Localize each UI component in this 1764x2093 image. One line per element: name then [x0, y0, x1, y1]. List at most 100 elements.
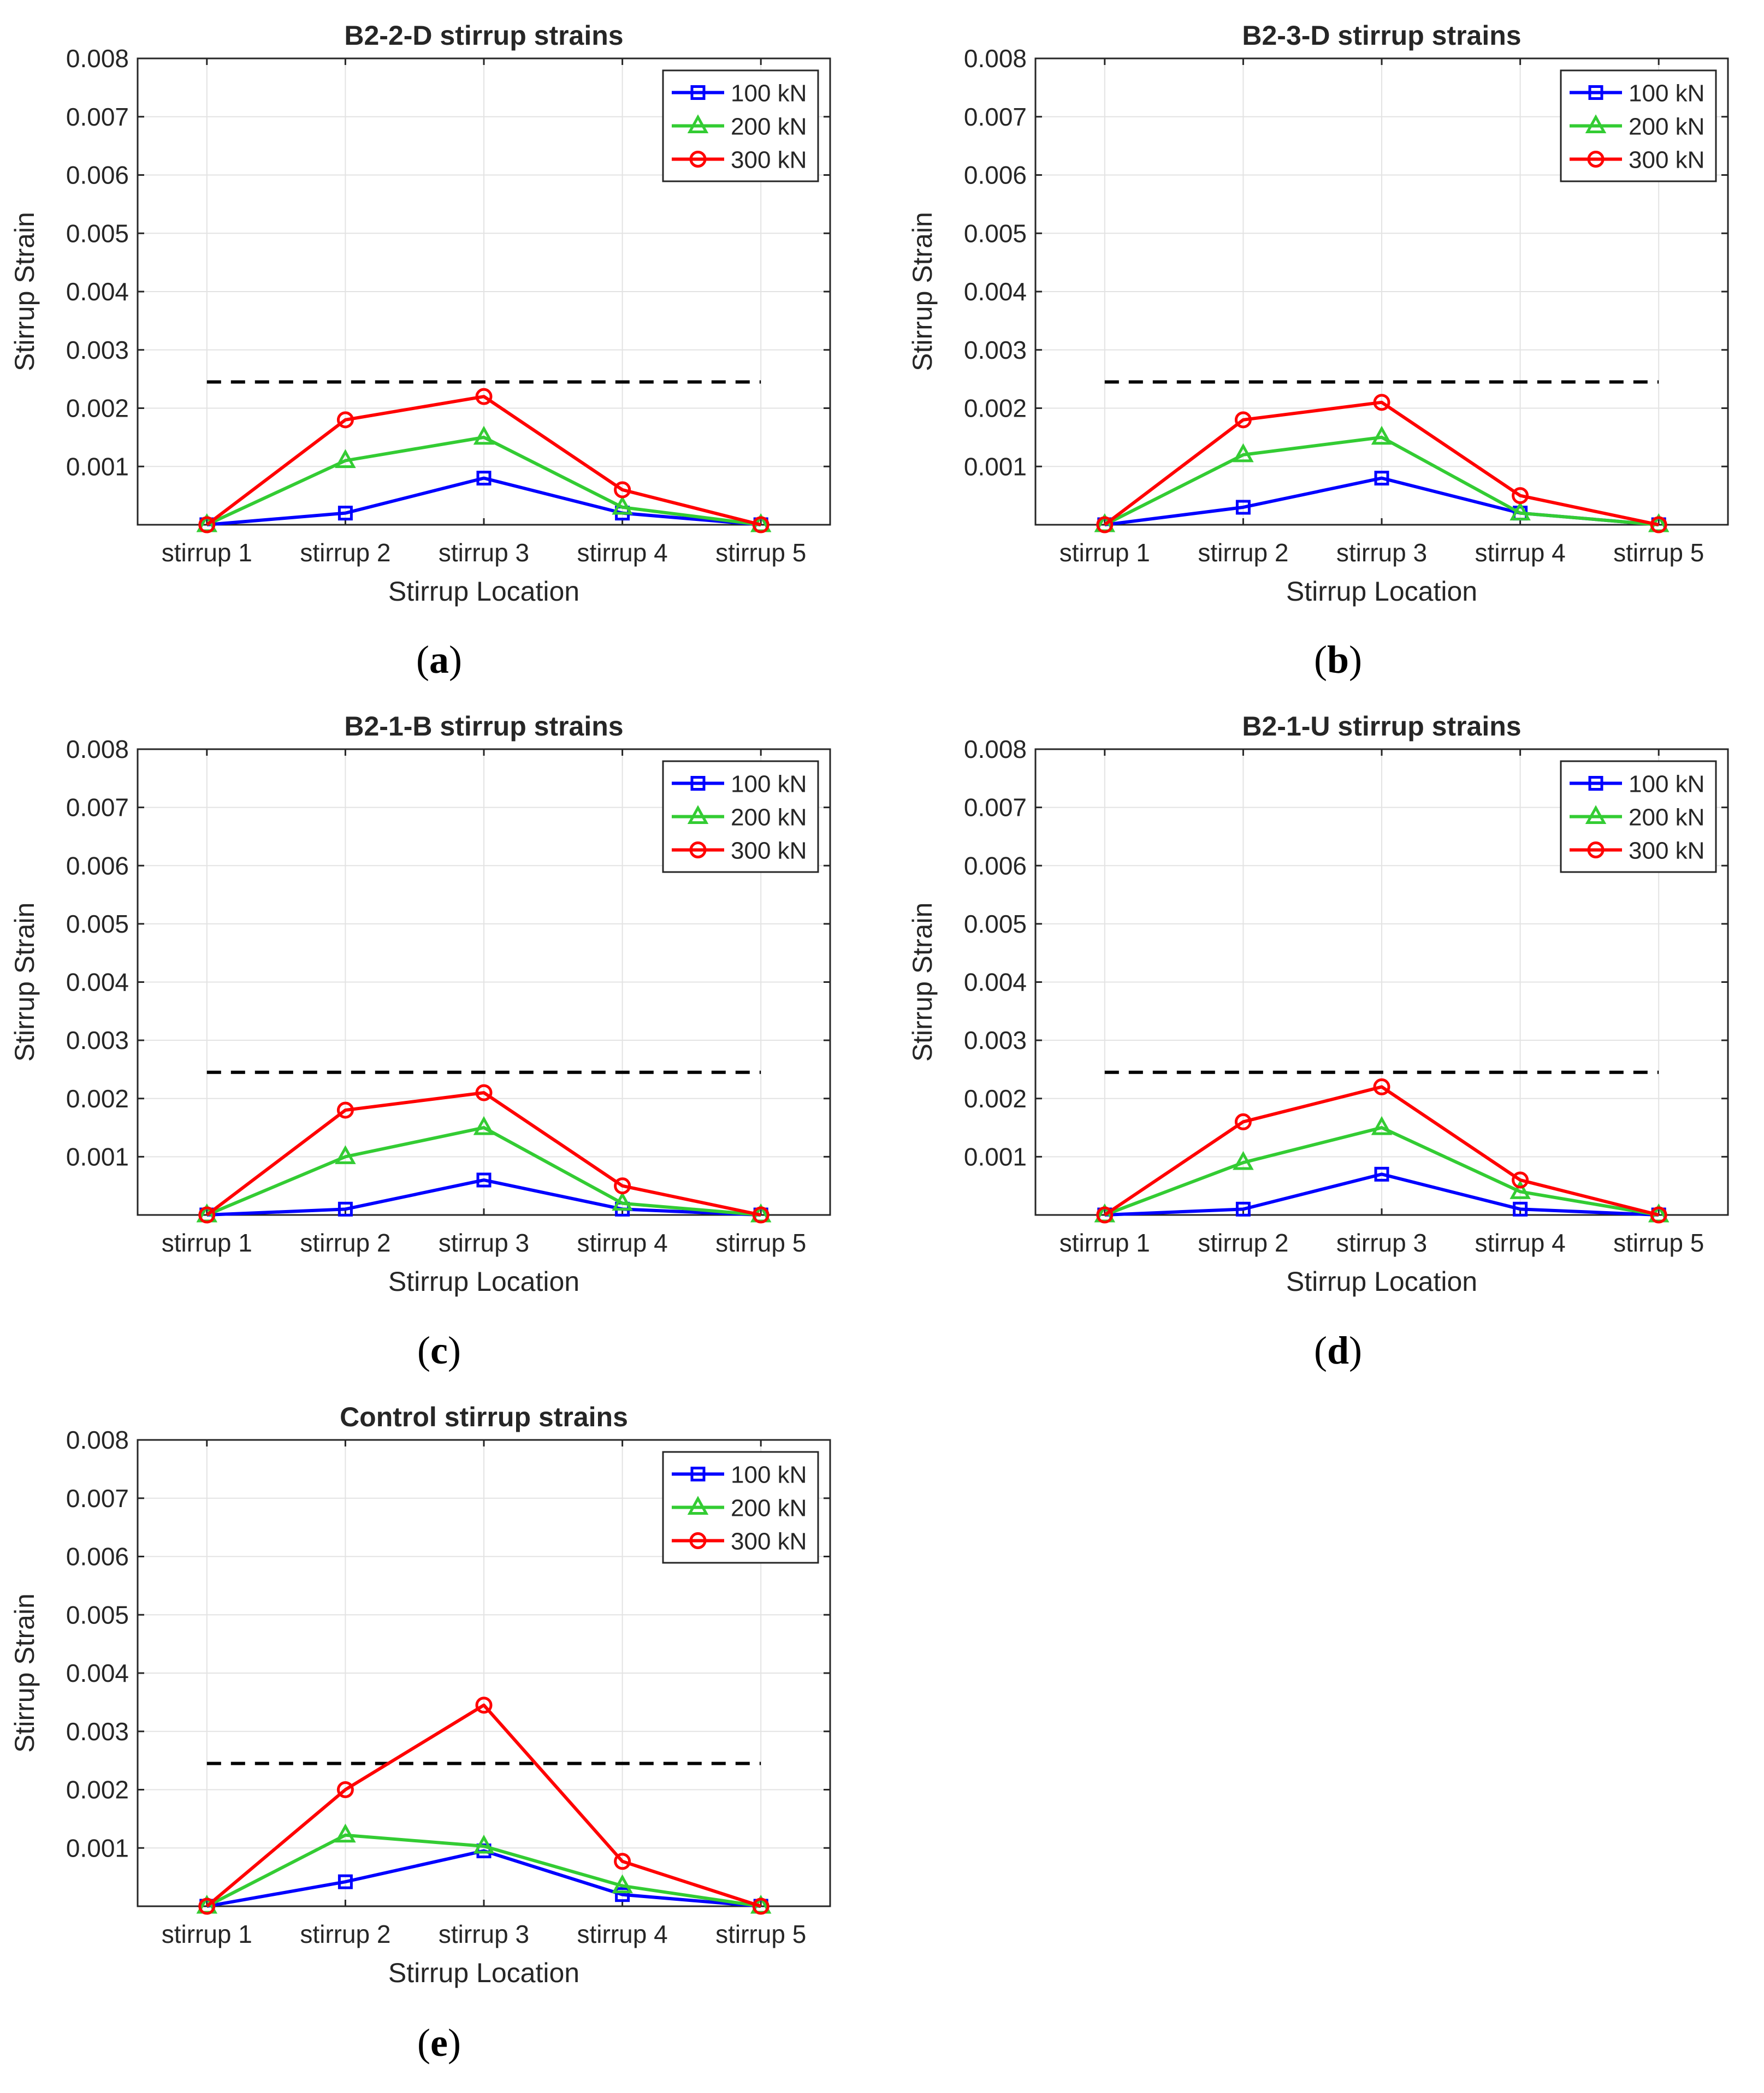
data-point-300-kn: [198, 516, 216, 533]
y-tick-label: 0.004: [66, 1659, 129, 1687]
x-axis-label: Stirrup Location: [388, 576, 579, 607]
x-tick-label: stirrup 3: [1336, 1229, 1427, 1257]
y-tick-label: 0.003: [66, 336, 129, 364]
legend-marker: [1585, 805, 1607, 824]
series-line-300-kn: [205, 1703, 762, 1908]
series-line-100-kn: [206, 476, 761, 526]
y-tick-label: 0.004: [964, 277, 1027, 306]
legend-marker: [690, 85, 706, 100]
legend-marker: [687, 1496, 709, 1515]
x-tick-label: stirrup 2: [1198, 538, 1288, 567]
x-tick-label: stirrup 4: [1475, 538, 1566, 567]
data-point-300-kn: [475, 1697, 493, 1714]
x-axis-label: Stirrup Location: [1286, 576, 1477, 607]
y-tick-label: 0.001: [66, 1142, 129, 1171]
panel-caption-d: (d): [1314, 1329, 1362, 1372]
x-tick-label: stirrup 5: [715, 1229, 806, 1257]
legend-entry-label: 200 kN: [1629, 114, 1704, 140]
chart-panel-b: 0.001 0.002 0.003 0.004 0.005 0.006 0.007 0.008…: [907, 20, 1729, 681]
x-tick-label: stirrup 2: [300, 1920, 390, 1948]
data-point-300-kn: [752, 1898, 769, 1915]
x-axis-label: Stirrup Location: [388, 1266, 579, 1297]
y-tick-label: 0.002: [66, 394, 129, 423]
data-point-200-kn: [1510, 1180, 1531, 1199]
series-line-100-kn: [1104, 1172, 1659, 1217]
y-tick-label: 0.003: [66, 1717, 129, 1746]
y-tick-label: 0.003: [66, 1026, 129, 1054]
x-tick-label: stirrup 1: [162, 1920, 252, 1948]
legend-marker: [690, 776, 706, 791]
series-line-200-kn: [1104, 435, 1659, 526]
series-line-200-kn: [1104, 1126, 1659, 1217]
data-point-300-kn: [1512, 487, 1529, 505]
x-tick-label: stirrup 3: [439, 1920, 529, 1948]
y-tick-label: 0.008: [66, 735, 129, 763]
data-point-300-kn: [1512, 1171, 1529, 1189]
legend-marker: [1588, 85, 1603, 100]
data-point-200-kn: [1233, 443, 1254, 463]
y-tick-label: 0.003: [964, 336, 1027, 364]
data-point-300-kn: [1096, 1206, 1114, 1224]
y-tick-label: 0.005: [66, 910, 129, 938]
series-line-200-kn: [206, 1833, 761, 1908]
y-axis-label: Stirrup Strain: [9, 903, 40, 1062]
data-point-100-kn: [338, 1201, 353, 1217]
y-tick-label: 0.008: [964, 735, 1027, 763]
data-point-300-kn: [614, 1853, 631, 1870]
legend-entry-label: 100 kN: [1629, 771, 1704, 798]
data-point-200-kn: [335, 1145, 356, 1164]
x-tick-label: stirrup 5: [1613, 538, 1704, 567]
y-tick-label: 0.004: [66, 968, 129, 997]
panel-caption-b: (b): [1314, 638, 1362, 681]
x-tick-label: stirrup 5: [1613, 1229, 1704, 1257]
legend-marker: [1585, 114, 1607, 133]
data-point-300-kn: [752, 516, 769, 533]
x-tick-label: stirrup 3: [439, 538, 529, 567]
y-axis-label: Stirrup Strain: [9, 212, 40, 371]
data-point-300-kn: [475, 1084, 493, 1101]
y-tick-label: 0.004: [964, 968, 1027, 997]
chart-panel-d: 0.001 0.002 0.003 0.004 0.005 0.006 0.007 0.008…: [907, 711, 1729, 1372]
data-point-100-kn: [1374, 1166, 1389, 1182]
panel-caption-a: (a): [416, 638, 462, 681]
y-tick-label: 0.004: [66, 277, 129, 306]
chart-panel-e: 0.001 0.002 0.003 0.004 0.005 0.006 0.007 0.008…: [9, 1402, 831, 2065]
legend-entry-label: 300 kN: [731, 1528, 807, 1555]
data-point-200-kn: [1371, 425, 1393, 445]
data-point-300-kn: [614, 481, 631, 499]
legend-entry-label: 100 kN: [731, 771, 807, 798]
legend-entry-label: 300 kN: [1629, 147, 1704, 174]
x-tick-label: stirrup 2: [300, 1229, 390, 1257]
data-point-200-kn: [335, 1823, 356, 1843]
y-tick-label: 0.002: [964, 394, 1027, 423]
y-tick-label: 0.006: [66, 161, 129, 189]
data-point-200-kn: [1510, 501, 1531, 521]
chart-panel-c: 0.001 0.002 0.003 0.004 0.005 0.006 0.007 0.008…: [9, 711, 831, 1372]
y-axis-label: Stirrup Strain: [9, 1593, 40, 1753]
legend-entry-label: 300 kN: [731, 147, 807, 174]
y-tick-label: 0.005: [964, 219, 1027, 247]
y-tick-label: 0.001: [964, 452, 1027, 481]
data-point-300-kn: [1234, 1113, 1252, 1130]
panel-caption-e: (e): [417, 2021, 461, 2065]
data-point-300-kn: [1650, 1206, 1667, 1224]
chart-title: Control stirrup strains: [340, 1402, 628, 1432]
x-tick-label: stirrup 2: [1198, 1229, 1288, 1257]
y-tick-label: 0.002: [66, 1776, 129, 1804]
data-point-300-kn: [1373, 1078, 1390, 1095]
x-tick-label: stirrup 3: [439, 1229, 529, 1257]
x-axis-label: Stirrup Location: [1286, 1266, 1477, 1297]
series-line-300-kn: [205, 1091, 761, 1217]
legend-entry-label: 100 kN: [731, 80, 807, 107]
data-point-100-kn: [615, 1887, 630, 1902]
y-tick-label: 0.008: [66, 44, 129, 73]
y-tick-label: 0.002: [964, 1084, 1027, 1113]
legend-entry-label: 200 kN: [731, 804, 807, 831]
x-tick-label: stirrup 1: [1059, 538, 1150, 567]
data-point-100-kn: [476, 1172, 492, 1188]
data-point-300-kn: [475, 388, 493, 405]
series-line-300-kn: [1103, 400, 1659, 526]
y-tick-label: 0.003: [964, 1026, 1027, 1054]
y-tick-label: 0.006: [964, 851, 1027, 880]
